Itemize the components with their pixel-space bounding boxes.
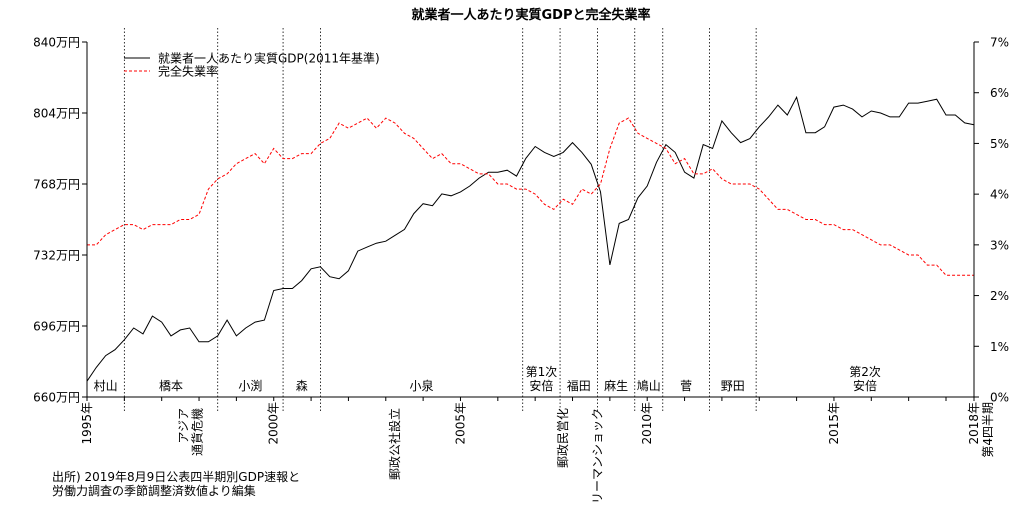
period-label: 橋本	[159, 379, 183, 393]
y-right-tick-label: 1%	[990, 340, 1009, 354]
source-note-line-1: 出所) 2019年8月9日公表四半期別GDP速報と	[52, 470, 301, 484]
x-tick-labels: 1995年 2000年 2005年 2010年 2015年 2018年第4四半期	[80, 402, 995, 458]
period-label: 鳩山	[637, 379, 661, 393]
chart-title: 就業者一人あたり実質GDPと完全失業率	[412, 7, 651, 23]
x-tick-label: 2010年	[640, 402, 654, 445]
svg-text:1995年: 1995年	[80, 402, 94, 445]
svg-text:2015年: 2015年	[827, 402, 841, 445]
period-label: 小泉	[410, 379, 434, 393]
y-right-tick-label: 0%	[990, 391, 1009, 405]
period-label: 福田	[567, 378, 591, 393]
svg-text:2005年: 2005年	[453, 402, 467, 445]
source-note: 出所) 2019年8月9日公表四半期別GDP速報と 労働力調査の季節調整済数値よ…	[52, 470, 300, 498]
svg-text:2018年第4四半期: 2018年第4四半期	[967, 402, 995, 458]
svg-text:リーマンショック: リーマンショック	[590, 408, 604, 504]
period-label: 村山	[94, 379, 118, 393]
period-label: 森	[296, 378, 308, 393]
svg-text:郵政公社設立: 郵政公社設立	[387, 408, 402, 480]
y-left-tick-label: 660万円	[33, 391, 80, 405]
y-left-tick-label: 696万円	[33, 320, 80, 334]
series-layer	[86, 95, 975, 382]
y-right-tick-label: 2%	[990, 289, 1009, 303]
y-left-tick-label: 840万円	[33, 36, 80, 50]
event-label: 郵政公社設立	[387, 408, 402, 480]
period-labels: 村山 橋本 小渕 森 小泉 第1次安倍 福田 麻生 鳩山 菅 野田 第2次安倍	[94, 365, 881, 393]
y-right-tick-label: 4%	[990, 188, 1009, 202]
axes: 660万円 696万円 732万円 768万円 804万円 840万円 0% 1% 2% 3% 4%…	[33, 36, 1009, 405]
legend-label: 就業者一人あたり実質GDP(2011年基準)	[158, 51, 380, 66]
legend: 就業者一人あたり実質GDP(2011年基準)完全失業率	[124, 51, 380, 79]
y-right-tick-label: 7%	[990, 36, 1009, 50]
y-left-tick-label: 768万円	[33, 178, 80, 192]
svg-text:アジア通貨危機: アジア通貨危機	[176, 408, 204, 456]
event-label: 郵政民営化	[556, 408, 570, 468]
period-dividers	[123, 28, 757, 412]
svg-text:2000年: 2000年	[267, 402, 281, 445]
x-tick-label: 2018年第4四半期	[967, 402, 995, 458]
series-line	[86, 95, 975, 382]
event-labels: アジア通貨危機 郵政公社設立 郵政民営化 リーマンショック	[176, 408, 604, 504]
series-line	[87, 117, 974, 276]
y-right-tick-label: 5%	[990, 137, 1009, 151]
x-tick-label: 1995年	[80, 402, 94, 445]
y-left-tick-label: 732万円	[33, 249, 80, 263]
source-note-line-2: 労働力調査の季節調整済数値より編集	[52, 484, 256, 498]
x-tick-label: 2005年	[453, 402, 467, 445]
svg-text:郵政民営化: 郵政民営化	[556, 408, 570, 468]
svg-text:2010年: 2010年	[640, 402, 654, 445]
event-label: アジア通貨危機	[176, 408, 204, 456]
period-label: 麻生	[604, 378, 628, 393]
x-tick-label: 2000年	[267, 402, 281, 445]
period-label: 第2次安倍	[849, 365, 881, 393]
event-label: リーマンショック	[590, 408, 604, 504]
period-label: 小渕	[238, 379, 262, 393]
period-label: 第1次安倍	[526, 365, 558, 393]
y-left-tick-label: 804万円	[33, 107, 80, 121]
x-tick-label: 2015年	[827, 402, 841, 445]
y-right-tick-label: 3%	[990, 238, 1009, 252]
period-label: 菅	[680, 379, 692, 393]
period-label: 野田	[721, 379, 745, 393]
legend-label: 完全失業率	[158, 64, 218, 79]
y-right-tick-label: 6%	[990, 86, 1009, 100]
